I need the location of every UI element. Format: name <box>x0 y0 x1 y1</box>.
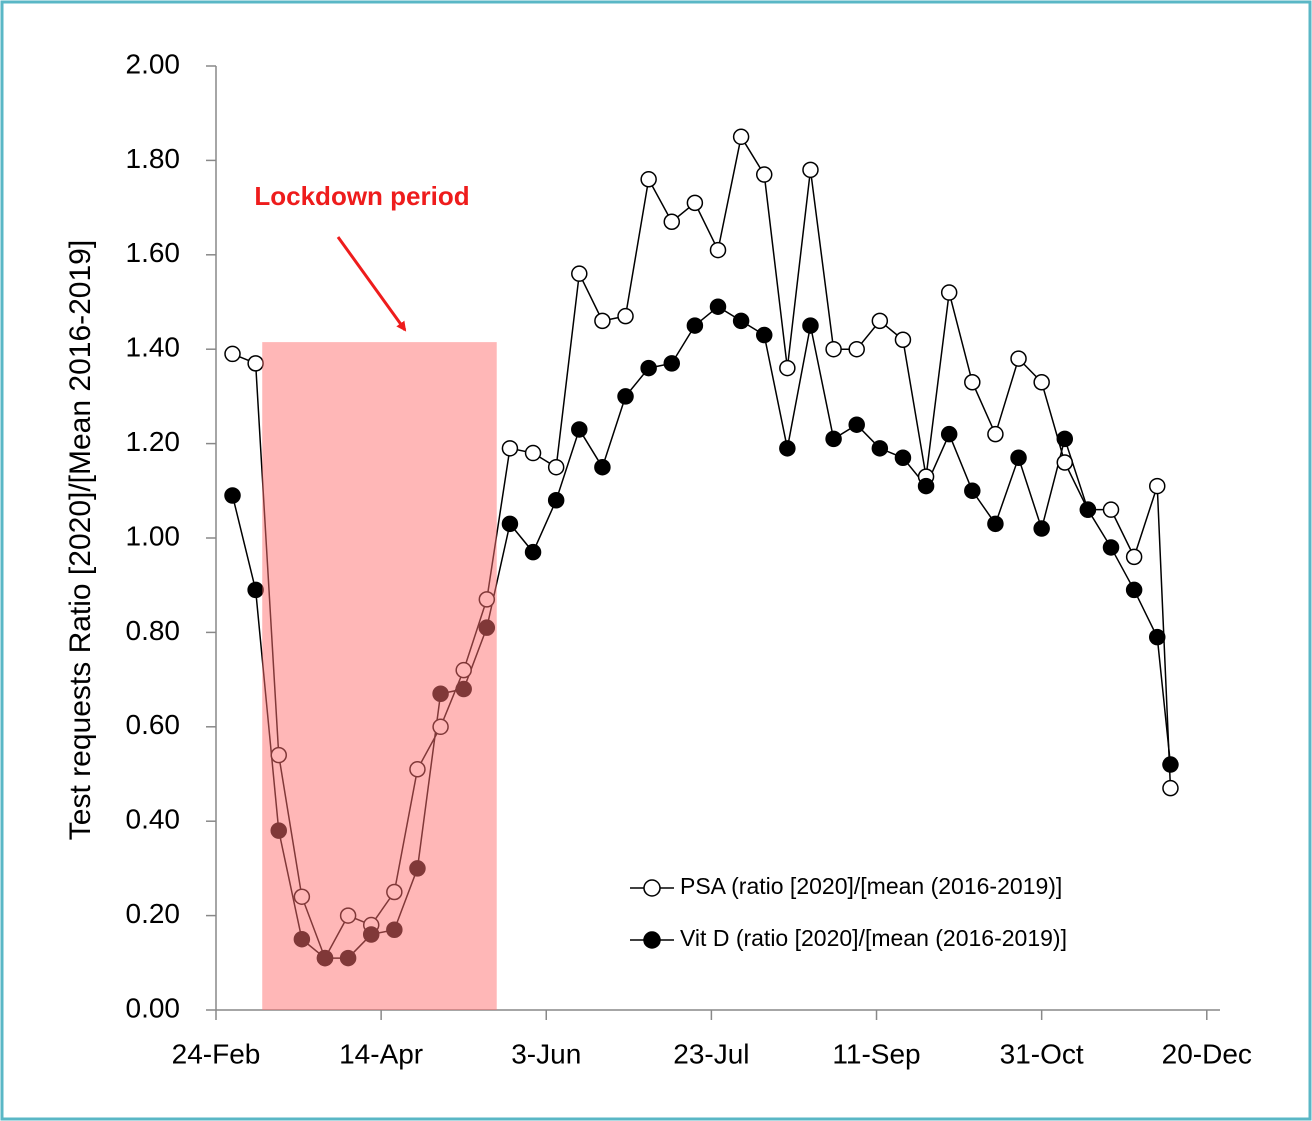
data-point <box>825 430 842 448</box>
data-point <box>987 515 1004 533</box>
data-point <box>732 312 750 330</box>
data-point <box>779 359 796 377</box>
data-point <box>1162 779 1179 797</box>
data-point <box>848 340 865 358</box>
data-point <box>1149 628 1166 646</box>
data-point <box>224 345 241 363</box>
y-tick-label: 1.60 <box>126 237 181 268</box>
data-point <box>594 312 611 330</box>
y-tick-label: 1.00 <box>126 520 181 551</box>
data-point <box>640 359 657 377</box>
y-tick-label: 0.40 <box>126 804 181 835</box>
data-point <box>547 458 565 476</box>
data-point <box>709 241 727 259</box>
data-point <box>755 166 773 183</box>
data-point <box>825 340 842 358</box>
x-tick-label: 23-Jul <box>673 1038 749 1069</box>
data-point <box>571 421 588 438</box>
data-point <box>964 482 981 500</box>
data-point <box>1056 454 1074 471</box>
data-point <box>1162 756 1179 773</box>
data-point <box>779 440 796 457</box>
data-point <box>917 477 935 495</box>
data-point <box>640 171 657 188</box>
data-point <box>871 312 889 330</box>
y-tick-label: 1.20 <box>126 426 181 457</box>
data-point <box>709 298 727 315</box>
data-point <box>1102 501 1120 518</box>
data-point <box>802 317 819 334</box>
data-point <box>1010 350 1027 367</box>
data-point <box>547 491 565 509</box>
data-point <box>524 444 542 462</box>
data-point <box>663 213 681 231</box>
data-point <box>1079 501 1097 518</box>
x-tick-label: 11-Sep <box>832 1038 920 1069</box>
y-axis-label: Test requests Ratio [2020]/[Mean 2016-20… <box>64 240 97 840</box>
data-point <box>1033 520 1050 537</box>
y-tick-label: 1.40 <box>126 332 181 363</box>
data-point <box>617 388 634 405</box>
y-tick-label: 0.20 <box>126 898 181 929</box>
data-point <box>247 355 264 372</box>
data-point <box>224 487 241 504</box>
x-tick-label: 20-Dec <box>1162 1038 1252 1069</box>
x-tick-label: 3-Jun <box>511 1038 581 1069</box>
y-tick-label: 1.80 <box>126 143 181 174</box>
y-tick-label: 0.80 <box>126 615 181 646</box>
data-point <box>732 128 750 146</box>
data-point <box>894 331 912 349</box>
data-point <box>571 265 588 282</box>
x-tick-label: 31-Oct <box>1000 1038 1084 1069</box>
lockdown-shade <box>262 342 497 1010</box>
data-point <box>894 449 912 467</box>
data-point <box>247 581 264 599</box>
y-tick-label: 0.00 <box>126 992 181 1023</box>
annotation-arrow <box>336 236 407 332</box>
data-point <box>964 373 981 391</box>
annotation: Lockdown period <box>254 181 469 211</box>
data-point <box>987 425 1004 443</box>
data-point <box>663 355 681 372</box>
data-point <box>1010 449 1027 467</box>
data-point <box>1033 373 1050 391</box>
data-point <box>1149 477 1166 495</box>
data-point <box>686 317 704 334</box>
data-point <box>1102 539 1120 556</box>
data-point <box>1125 581 1143 599</box>
x-tick-label: 24-Feb <box>172 1038 261 1069</box>
data-point <box>501 515 519 533</box>
data-point <box>871 440 889 457</box>
y-tick-label: 0.60 <box>126 709 181 740</box>
legend-label: PSA (ratio [2020]/[mean (2016-2019)] <box>680 873 1062 899</box>
y-tick-label: 2.00 <box>126 48 181 79</box>
data-point <box>802 161 819 179</box>
data-point <box>1056 430 1074 448</box>
data-point <box>940 284 958 301</box>
data-point <box>940 425 958 443</box>
data-point <box>501 440 519 457</box>
x-tick-label: 14-Apr <box>339 1038 423 1069</box>
legend-marker <box>643 931 661 949</box>
data-point <box>524 543 542 561</box>
data-point <box>594 458 611 476</box>
data-point <box>686 194 704 212</box>
data-point <box>617 307 634 325</box>
data-point <box>1125 548 1143 566</box>
data-point <box>755 326 773 344</box>
legend-marker <box>643 879 661 897</box>
data-point <box>848 416 865 433</box>
legend-label: Vit D (ratio [2020]/[mean (2016-2019)] <box>680 925 1067 951</box>
